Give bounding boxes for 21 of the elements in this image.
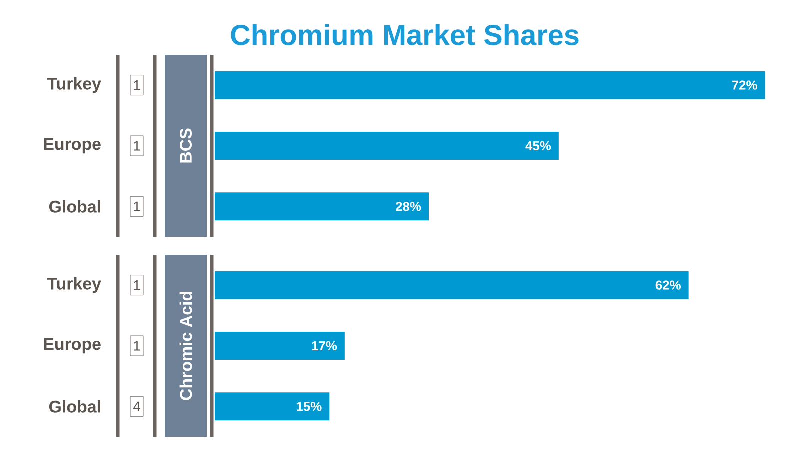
text: 1 (134, 341, 140, 351)
y-tick-label: Europe (44, 138, 101, 154)
y-axis-title: Chromic Acid (180, 292, 192, 400)
y-tick-label: Europe (44, 338, 101, 354)
data-label: 45% (526, 141, 552, 151)
data-label: 17% (312, 341, 338, 351)
chart-title: Chromium Market Shares (231, 24, 579, 46)
data-label: 15% (297, 402, 322, 412)
data-label: 28% (396, 202, 422, 212)
y-tick-label: Turkey (47, 77, 102, 94)
text: 4 (133, 402, 140, 412)
y-axis-title: BCS (180, 128, 192, 163)
text: 1 (134, 202, 140, 212)
y-tick-label: Turkey (47, 277, 102, 294)
text: 1 (134, 141, 140, 151)
y-tick-label: Global (49, 400, 100, 413)
y-tick-label: Global (49, 200, 100, 213)
data-label: 72% (732, 80, 758, 90)
text: 1 (134, 80, 140, 90)
data-label: 62% (656, 280, 681, 290)
text: 1 (134, 280, 140, 290)
